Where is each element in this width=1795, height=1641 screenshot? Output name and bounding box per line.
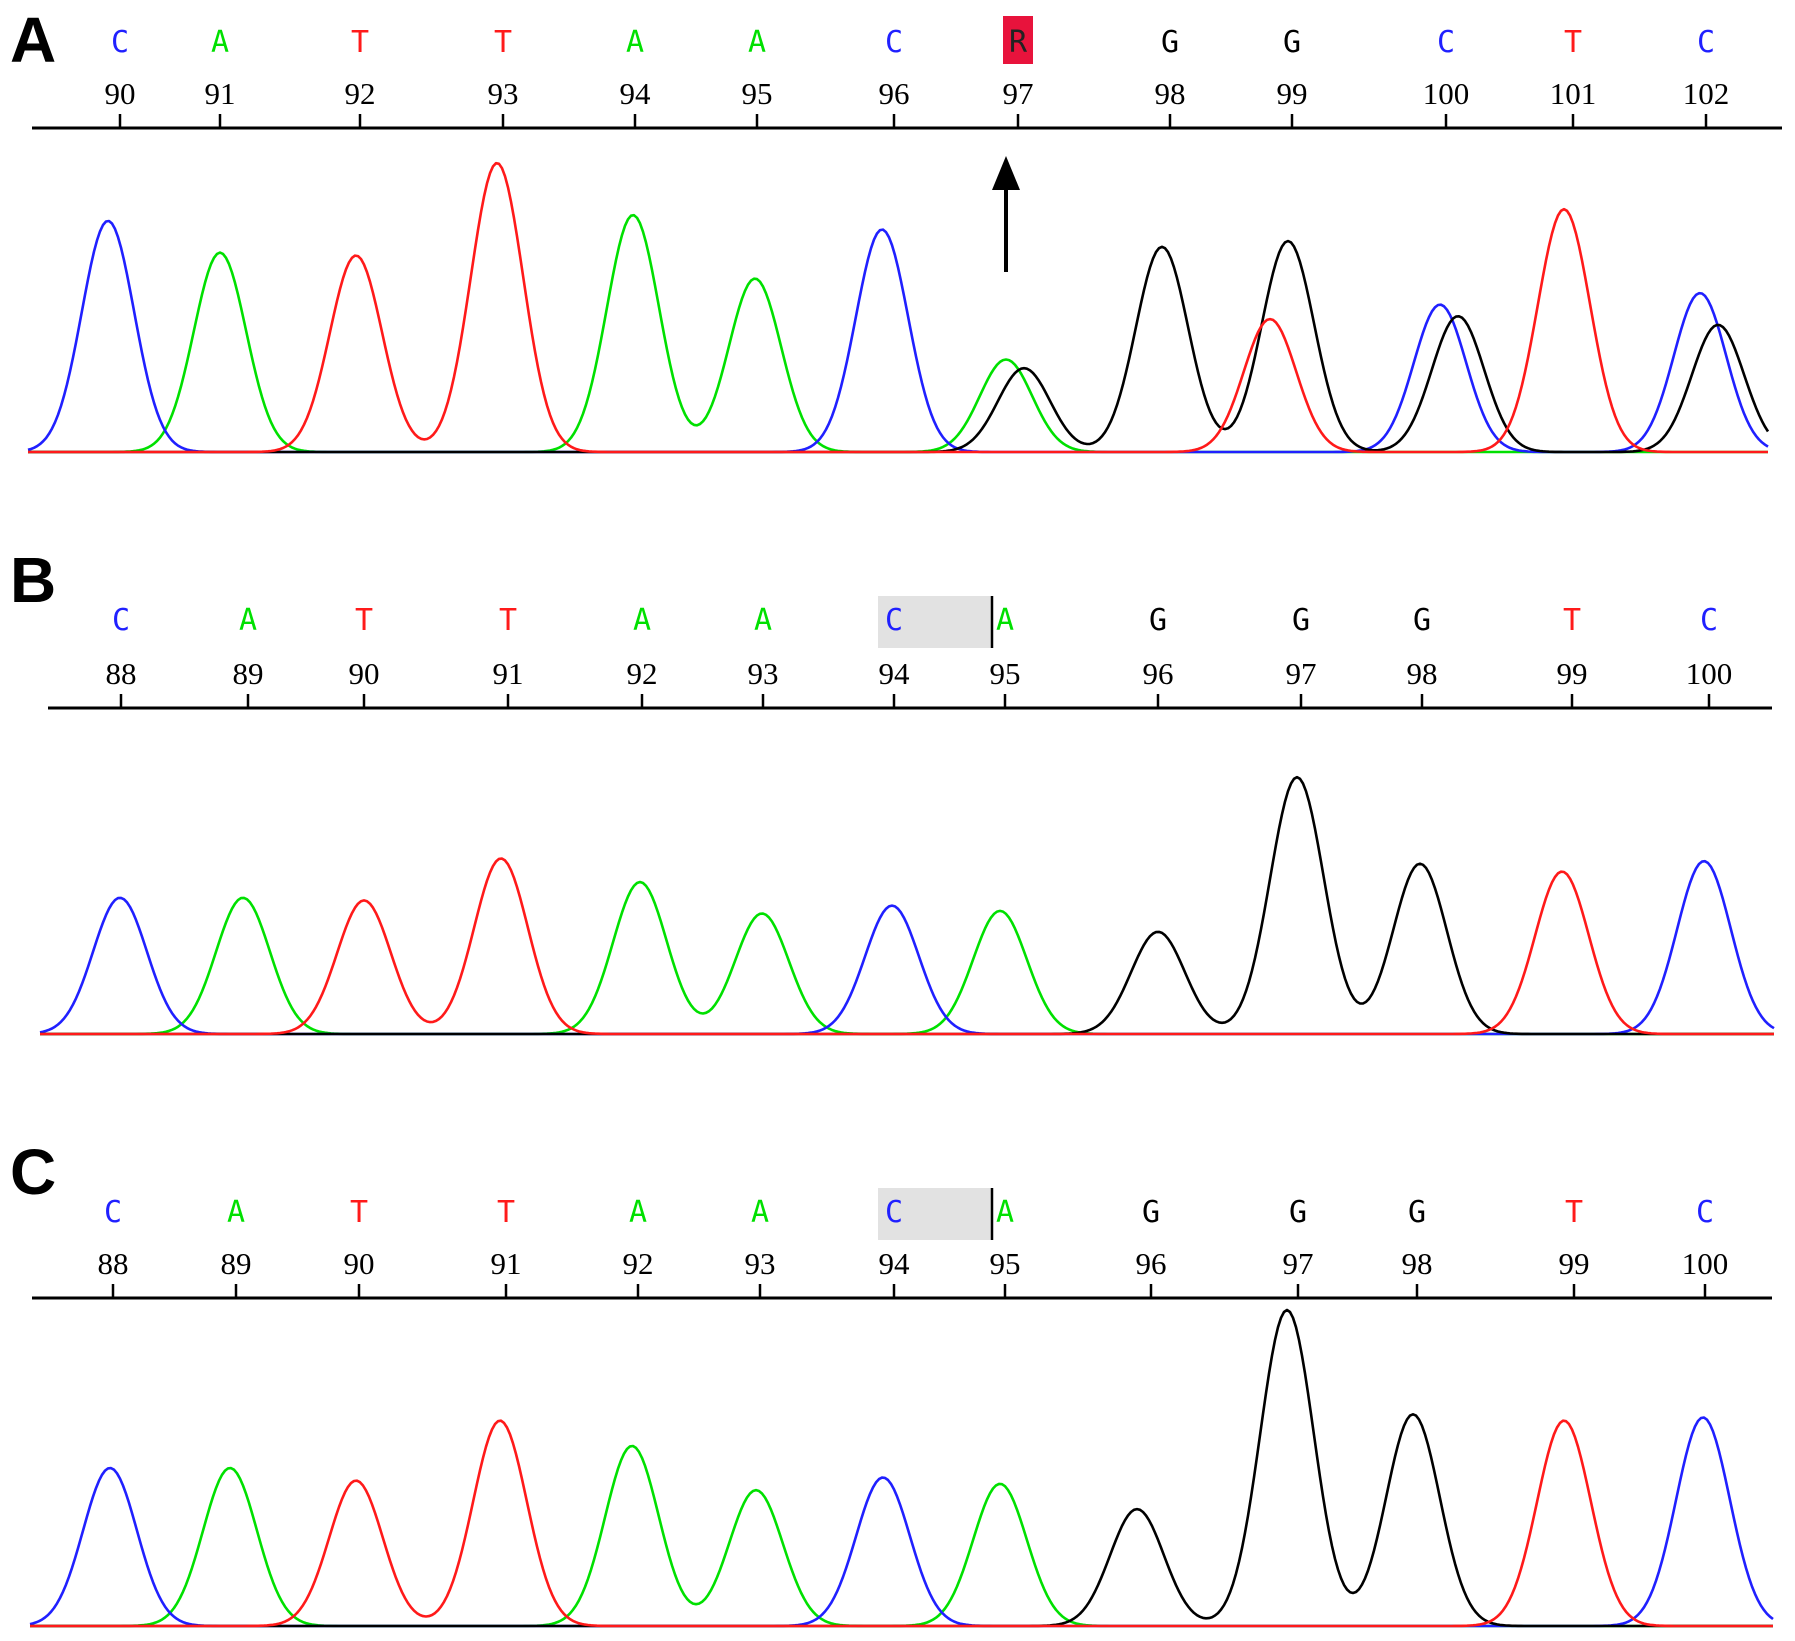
position-label-a: 91	[205, 76, 236, 111]
position-label-c: 88	[98, 1246, 129, 1281]
position-label-c: 92	[623, 1246, 654, 1281]
position-label-b: 89	[233, 656, 264, 691]
position-label-a: 98	[1155, 76, 1186, 111]
position-label-a: 94	[620, 76, 652, 111]
panel-letter-a: A	[10, 4, 56, 76]
position-label-b: 98	[1407, 656, 1438, 691]
position-label-b: 93	[748, 656, 779, 691]
base-call-b: C	[885, 603, 903, 638]
position-label-c: 95	[990, 1246, 1021, 1281]
base-call-c: A	[629, 1195, 647, 1230]
base-call-b: C	[1700, 603, 1718, 638]
position-label-b: 97	[1286, 656, 1317, 691]
base-call-a: G	[1161, 25, 1179, 60]
position-label-a: 97	[1003, 76, 1034, 111]
base-call-a: A	[748, 25, 766, 60]
position-label-b: 94	[879, 656, 911, 691]
base-call-b: A	[754, 603, 772, 638]
panel-a: A C 90 A 91 T 92 T 93 A 94 A 95 C 96 R 97 G 98 G 99 C 100 T 101…	[10, 4, 1782, 454]
base-call-a: G	[1283, 25, 1301, 60]
base-call-c: C	[104, 1195, 122, 1230]
position-label-b: 95	[990, 656, 1021, 691]
base-call-c: G	[1142, 1195, 1160, 1230]
position-label-a: 101	[1550, 76, 1597, 111]
base-call-c: C	[885, 1195, 903, 1230]
position-label-b: 100	[1686, 656, 1733, 691]
base-call-a: R	[1009, 25, 1028, 60]
base-call-b: T	[499, 603, 517, 638]
panel-letter-c: C	[10, 1136, 56, 1208]
mutation-arrow	[992, 156, 1020, 272]
shaded-region-b	[878, 596, 992, 648]
base-call-b: G	[1149, 603, 1167, 638]
base-call-a: A	[211, 25, 229, 60]
base-call-c: T	[1565, 1195, 1583, 1230]
base-call-b: G	[1292, 603, 1310, 638]
base-call-c: G	[1289, 1195, 1307, 1230]
position-label-c: 100	[1682, 1246, 1729, 1281]
trace-t-b	[40, 857, 1774, 1036]
base-call-b: T	[1563, 603, 1581, 638]
base-call-b: A	[239, 603, 257, 638]
ambiguous-base-highlight	[1003, 16, 1033, 64]
position-label-b: 96	[1143, 656, 1174, 691]
position-label-a: 92	[345, 76, 376, 111]
position-label-b: 88	[106, 656, 137, 691]
base-call-a: C	[1437, 25, 1455, 60]
position-label-c: 98	[1402, 1246, 1433, 1281]
position-label-a: 93	[488, 76, 519, 111]
shaded-region-c	[878, 1188, 992, 1240]
base-call-a: A	[626, 25, 644, 60]
position-label-a: 95	[742, 76, 773, 111]
base-call-c: G	[1408, 1195, 1426, 1230]
position-label-c: 89	[221, 1246, 252, 1281]
base-call-c: A	[996, 1195, 1014, 1230]
base-call-c: T	[350, 1195, 368, 1230]
position-label-c: 90	[344, 1246, 375, 1281]
panel-c: C C 88 A 89 T 90 T 91 A 92 A 93 C 94 A 95 G 96 G 97 G 98 T 99 C 1…	[10, 1136, 1774, 1628]
position-label-c: 91	[491, 1246, 522, 1281]
base-call-c: C	[1696, 1195, 1714, 1230]
base-call-b: G	[1413, 603, 1431, 638]
position-label-a: 99	[1277, 76, 1308, 111]
position-label-c: 97	[1283, 1246, 1314, 1281]
base-call-a: C	[1697, 25, 1715, 60]
base-call-a: T	[351, 25, 369, 60]
panel-b: B C 88 A 89 T 90 T 91 A 92 A 93 C 94 A 95 G 96 G 97 G 98 T 99 C 1…	[10, 544, 1775, 1036]
base-call-c: A	[751, 1195, 769, 1230]
base-call-c: T	[497, 1195, 515, 1230]
position-label-a: 100	[1423, 76, 1470, 111]
position-label-c: 96	[1136, 1246, 1167, 1281]
position-label-c: 93	[745, 1246, 776, 1281]
position-label-b: 92	[627, 656, 658, 691]
position-label-c: 94	[879, 1246, 911, 1281]
base-call-b: A	[996, 603, 1014, 638]
base-call-a: T	[494, 25, 512, 60]
base-call-a: T	[1564, 25, 1582, 60]
base-call-c: A	[227, 1195, 245, 1230]
position-label-b: 90	[349, 656, 380, 691]
position-label-b: 99	[1557, 656, 1588, 691]
base-call-a: C	[111, 25, 129, 60]
position-label-a: 96	[879, 76, 910, 111]
position-label-c: 99	[1559, 1246, 1590, 1281]
base-call-a: C	[885, 25, 903, 60]
base-call-b: T	[355, 603, 373, 638]
position-label-a: 102	[1683, 76, 1730, 111]
trace-t-c	[30, 1419, 1773, 1628]
position-label-a: 90	[105, 76, 136, 111]
base-call-b: A	[633, 603, 651, 638]
trace-t-a	[28, 161, 1768, 454]
panel-letter-b: B	[10, 544, 56, 616]
base-call-b: C	[112, 603, 130, 638]
position-label-b: 91	[493, 656, 524, 691]
